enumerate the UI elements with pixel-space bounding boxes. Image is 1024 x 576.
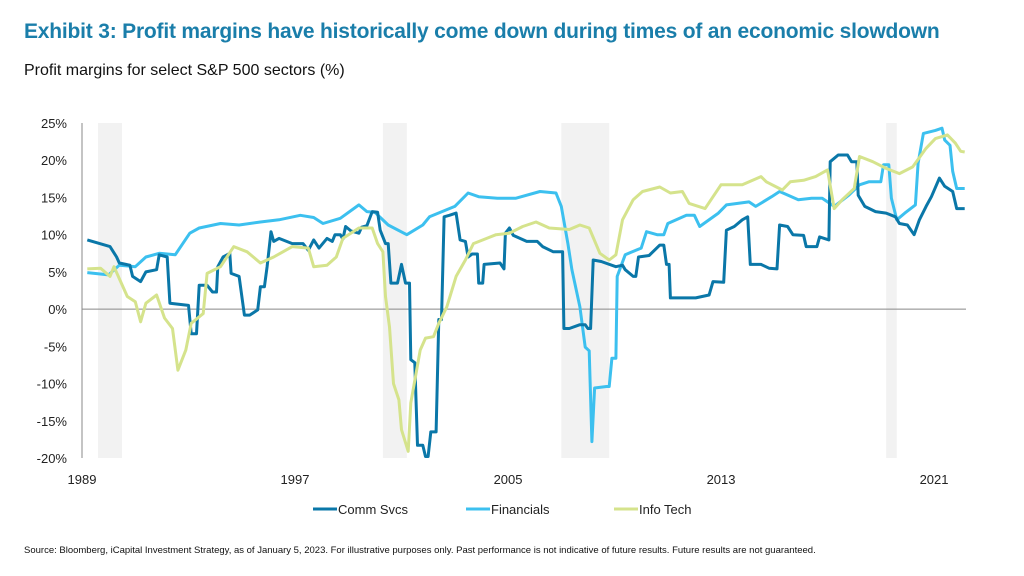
recession-band bbox=[886, 123, 897, 458]
recession-band bbox=[97, 123, 122, 458]
legend-label: Financials bbox=[491, 502, 550, 517]
series-line-info-tech bbox=[87, 133, 965, 453]
y-tick-label: 5% bbox=[48, 265, 67, 280]
y-tick-label: 0% bbox=[48, 302, 67, 317]
chart-subtitle: Profit margins for select S&P 500 sector… bbox=[24, 62, 345, 79]
y-tick-label: 20% bbox=[41, 153, 67, 168]
x-tick-label: 2013 bbox=[707, 472, 736, 487]
x-tick-label: 1997 bbox=[281, 472, 310, 487]
y-tick-label: -15% bbox=[37, 414, 68, 429]
legend-label: Comm Svcs bbox=[338, 502, 409, 517]
y-tick-label: 25% bbox=[41, 116, 67, 131]
recession-band bbox=[561, 123, 610, 458]
source-note: Source: Bloomberg, iCapital Investment S… bbox=[24, 545, 816, 556]
recession-band bbox=[382, 123, 407, 458]
y-tick-label: 15% bbox=[41, 190, 67, 205]
series-line-comm-svcs bbox=[86, 153, 965, 458]
legend-label: Info Tech bbox=[639, 502, 692, 517]
series-line-financials bbox=[87, 126, 965, 444]
y-tick-label: 10% bbox=[41, 228, 67, 243]
y-tick-label: -20% bbox=[37, 451, 68, 466]
x-tick-label: 1989 bbox=[68, 472, 97, 487]
x-tick-label: 2005 bbox=[494, 472, 523, 487]
x-tick-label: 2021 bbox=[920, 472, 949, 487]
y-tick-label: -5% bbox=[44, 339, 68, 354]
chart-title: Exhibit 3: Profit margins have historica… bbox=[24, 20, 940, 43]
y-tick-label: -10% bbox=[37, 377, 68, 392]
